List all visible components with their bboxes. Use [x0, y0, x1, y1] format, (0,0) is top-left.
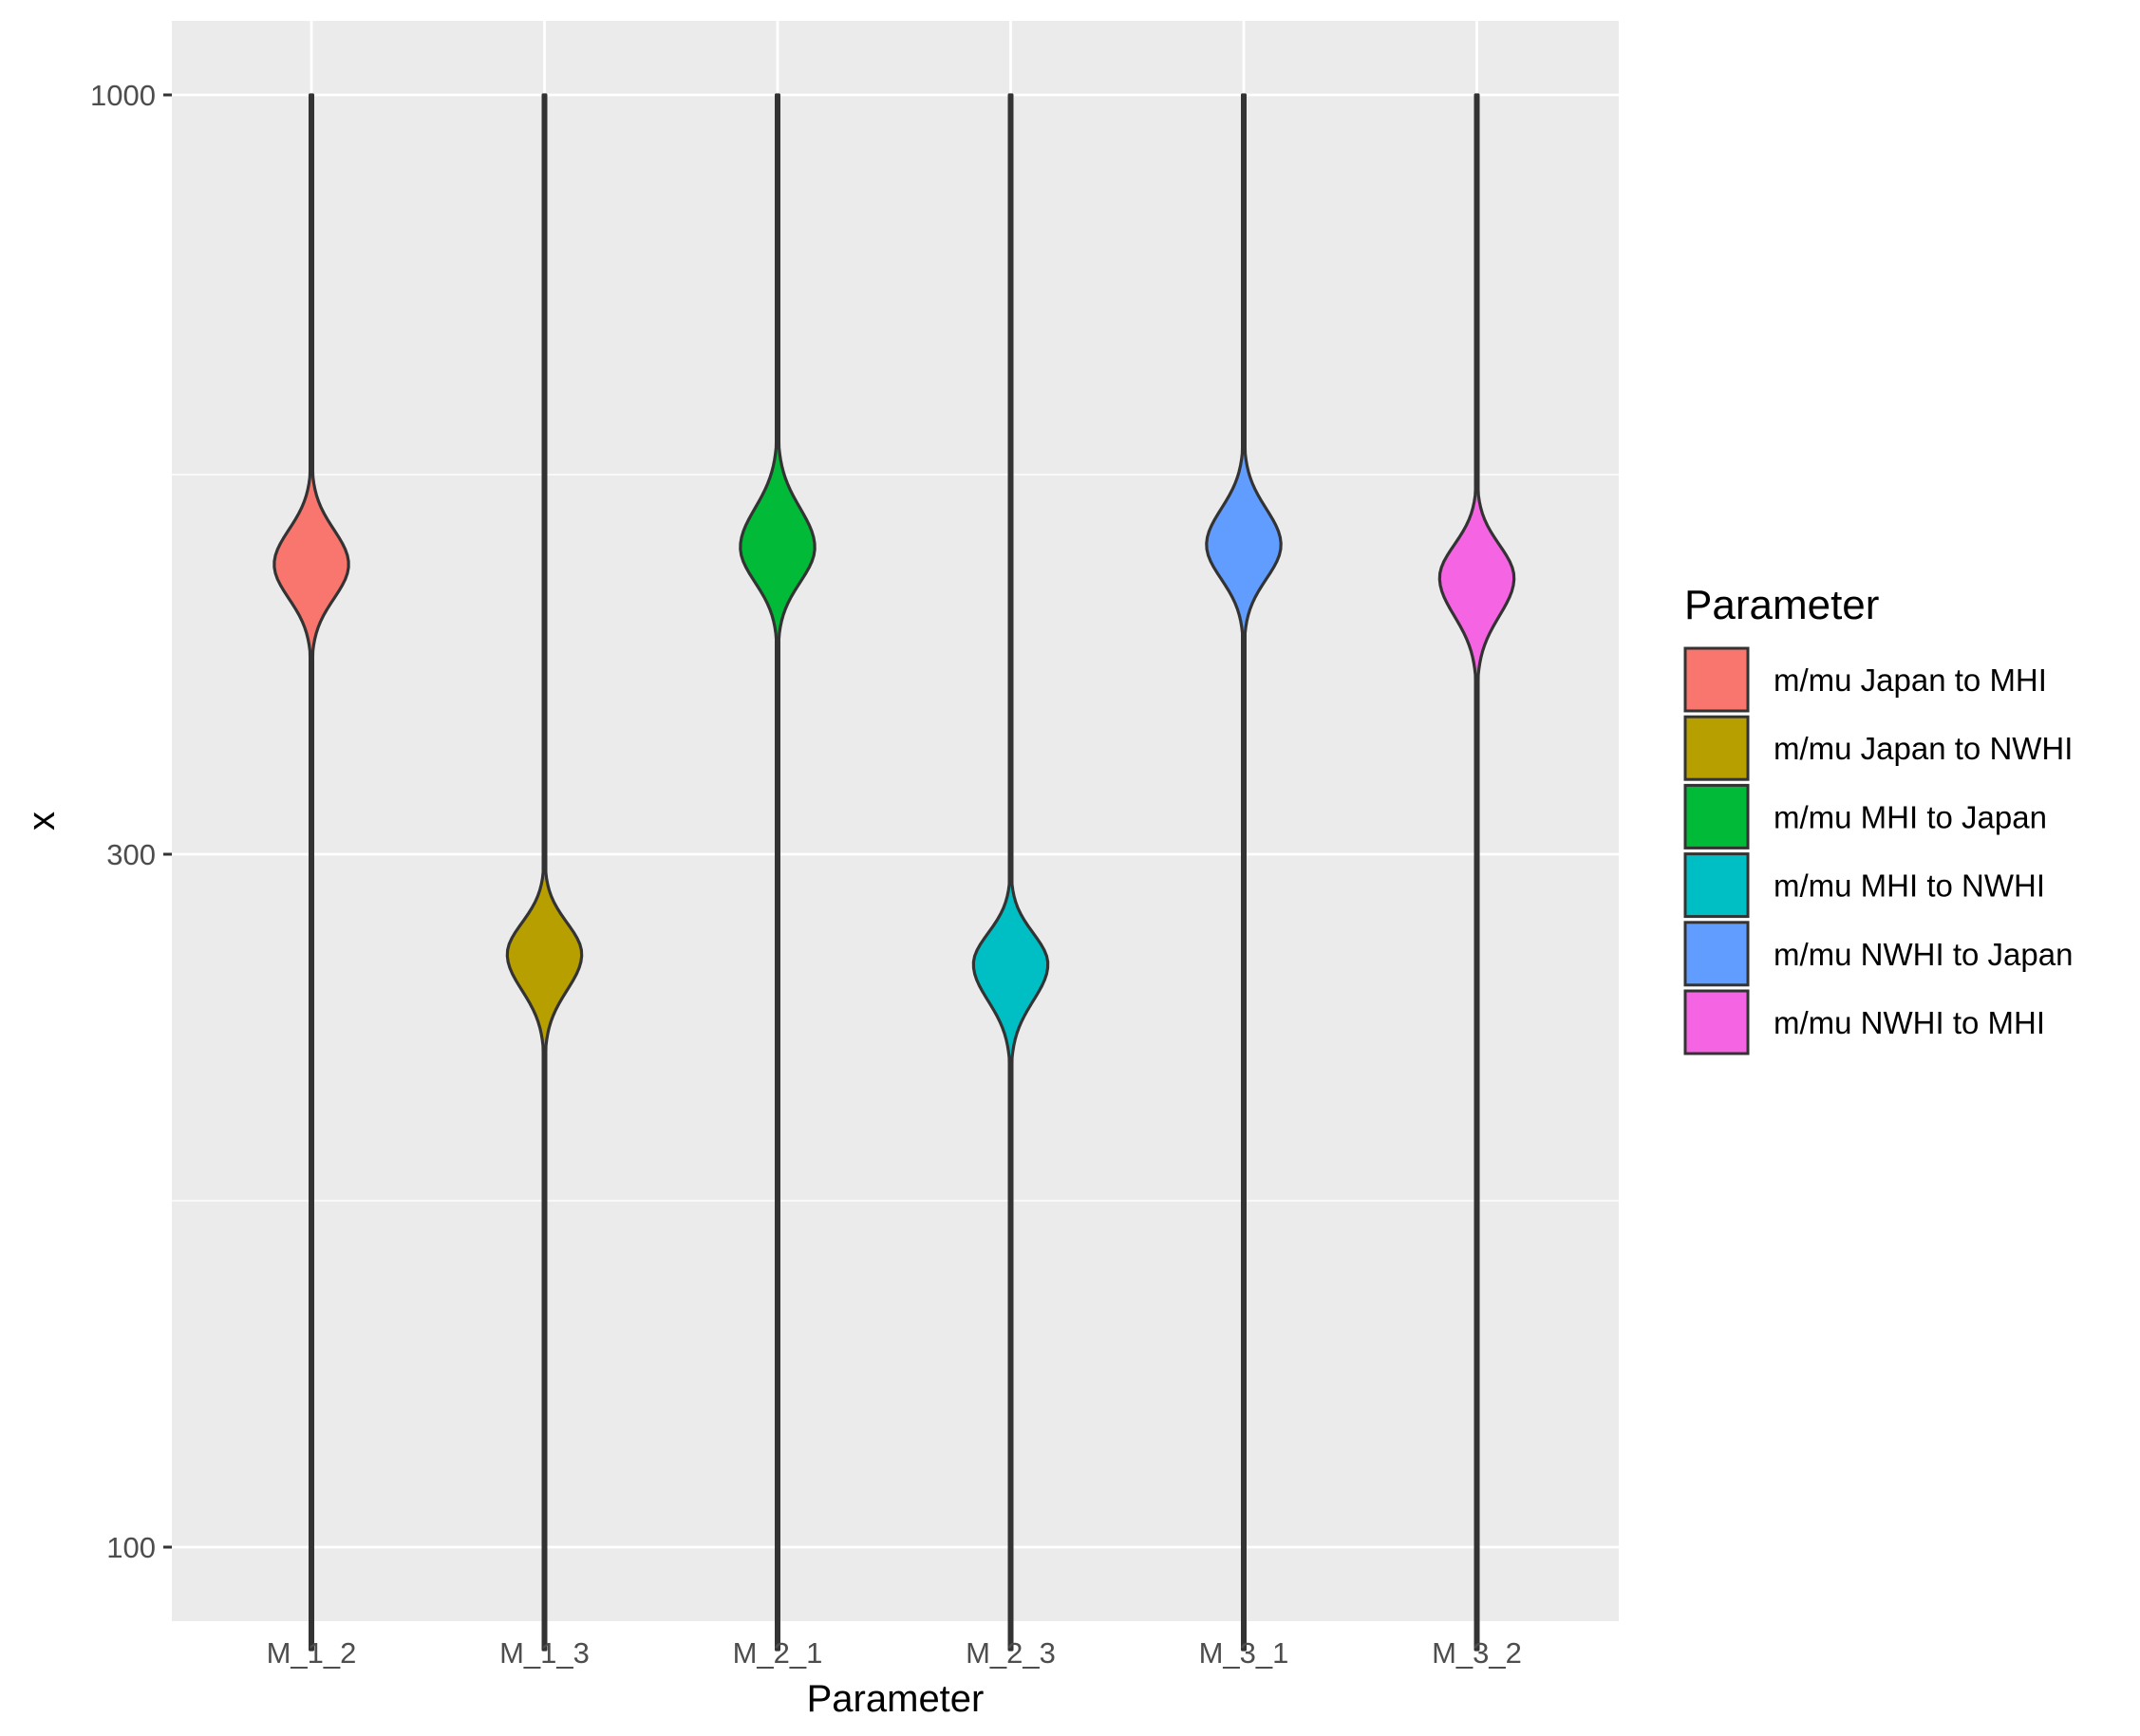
- violin-M_1_3: [505, 93, 584, 1652]
- legend-label: m/mu NWHI to Japan: [1774, 937, 2073, 972]
- x-tick-label: M_2_1: [733, 1636, 823, 1670]
- legend-title: Parameter: [1684, 582, 1879, 628]
- plot-panel: [172, 21, 1619, 1621]
- legend-label: m/mu Japan to MHI: [1774, 663, 2047, 698]
- violin-M_3_1: [1205, 93, 1283, 1652]
- legend-label: m/mu MHI to Japan: [1774, 799, 2047, 834]
- legend-key: [1683, 921, 1750, 987]
- violin-M_2_3: [971, 93, 1050, 1652]
- legend-key: [1683, 783, 1750, 849]
- y-axis-title: x: [21, 812, 63, 831]
- legend-label: m/mu MHI to NWHI: [1774, 868, 2045, 904]
- violin-M_3_2: [1437, 93, 1516, 1652]
- x-tick-label: M_2_3: [966, 1636, 1056, 1670]
- violin-marks: [272, 93, 1516, 1652]
- x-tick-label: M_1_3: [499, 1636, 590, 1670]
- x-tick-label: M_3_1: [1199, 1636, 1289, 1670]
- minor-gridlines: [172, 474, 1619, 1202]
- y-tick-label: 100: [106, 1531, 156, 1564]
- y-tick-label: 300: [106, 838, 156, 871]
- legend-key: [1683, 646, 1750, 713]
- legend-items: m/mu Japan to MHI m/mu Japan to NWHI m/mu …: [1683, 646, 2073, 1055]
- x-axis: M_1_2 M_1_3 M_2_1 M_2_3 M_3_1 M_3_2: [267, 1621, 1522, 1670]
- violin-M_1_2: [272, 93, 350, 1652]
- x-tick-label: M_1_2: [267, 1636, 357, 1670]
- x-axis-title: Parameter: [807, 1678, 985, 1720]
- y-tick-label: 1000: [90, 79, 156, 112]
- legend-key: [1683, 715, 1750, 781]
- legend-key: [1683, 852, 1750, 919]
- legend-key: [1683, 989, 1750, 1055]
- legend-label: m/mu NWHI to MHI: [1774, 1005, 2045, 1040]
- y-axis: 100 300 1000: [90, 79, 172, 1564]
- legend-label: m/mu Japan to NWHI: [1774, 731, 2073, 766]
- violin-M_2_1: [739, 93, 817, 1652]
- x-tick-label: M_3_2: [1432, 1636, 1522, 1670]
